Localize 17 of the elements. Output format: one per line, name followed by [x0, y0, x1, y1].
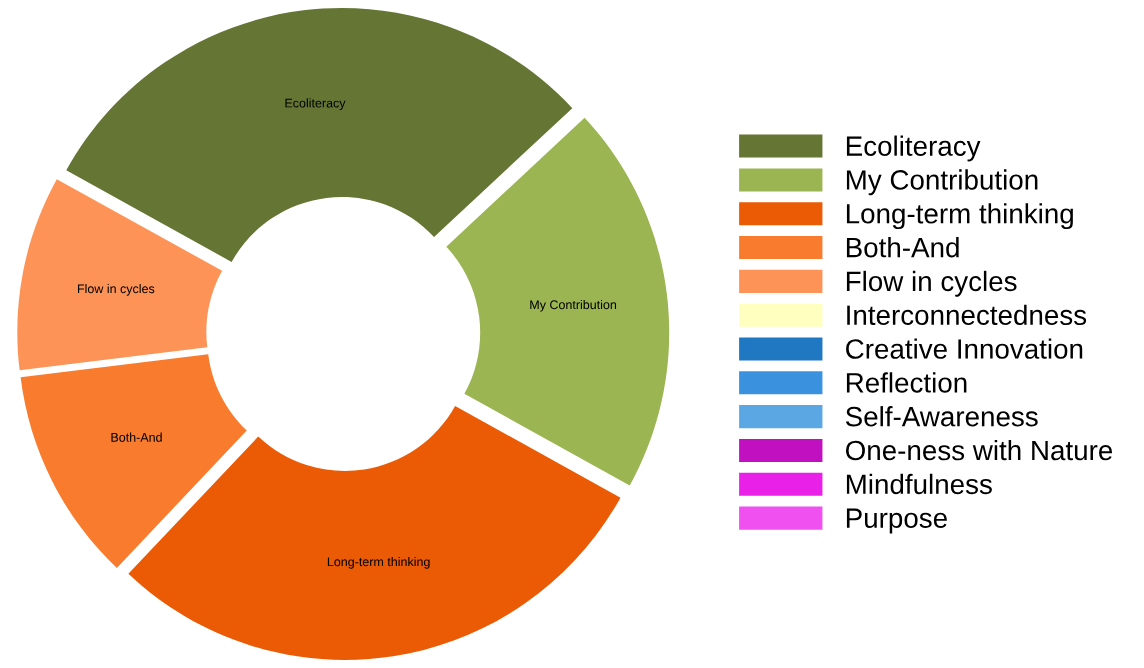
legend-label: Self-Awareness [845, 406, 1038, 427]
legend-label: Flow in cycles [846, 270, 1017, 297]
legend-label: Reflection [846, 372, 967, 393]
legend-label: Mindfulness [846, 473, 992, 495]
slice-label: Long-term thinking [327, 557, 430, 569]
legend-label: Creative Innovation [846, 338, 1083, 359]
slice-label: Ecoliteracy [285, 98, 346, 110]
legend-label: My Contribution [846, 169, 1038, 196]
slice-label: Flow in cycles [77, 283, 155, 296]
legend-label: Interconnectedness [847, 304, 1087, 326]
legend-label: Ecoliteracy [846, 135, 981, 162]
legend-label: One-ness with Nature [845, 439, 1113, 461]
slice-label: My Contribution [530, 299, 617, 312]
legend-label: Purpose [846, 508, 947, 534]
slice-label: Both-And [111, 432, 162, 442]
legend-label: Long-term thinking [846, 203, 1073, 230]
legend-label: Both-And [846, 236, 959, 258]
